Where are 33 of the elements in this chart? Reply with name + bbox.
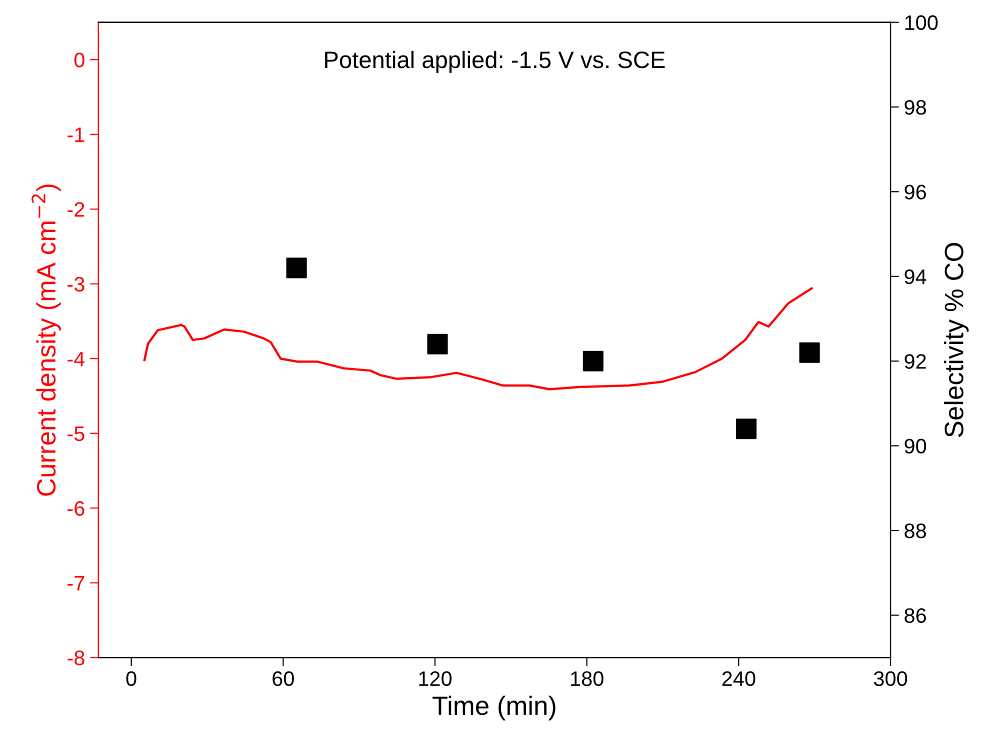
- x-tick-label: 240: [722, 671, 756, 686]
- y-axis-title: Current density (mA cm$^{−2}$): [32, 184, 61, 496]
- y-tick-label: 0: [74, 52, 84, 68]
- y2-tick-label: 90: [904, 438, 926, 454]
- y-tick-label: -7: [68, 576, 84, 590]
- annotation: Potential applied: -1.5 V vs. SCE: [325, 50, 665, 73]
- x-tick-label: 180: [571, 671, 604, 686]
- point: [286, 258, 307, 278]
- line-series: [143, 287, 813, 390]
- point: [799, 342, 820, 363]
- y-tick-label: -6: [68, 501, 84, 516]
- x-tick-label: 120: [419, 671, 452, 686]
- x-axis-title: Time (min): [432, 696, 556, 720]
- x-tick-label: 60: [272, 671, 294, 686]
- y-tick-label: -2: [68, 202, 84, 217]
- y2-tick-label: 86: [904, 608, 926, 623]
- y-tick-label: -5: [68, 426, 84, 442]
- point: [427, 334, 448, 354]
- y2-tick-label: 96: [904, 184, 926, 200]
- point: [736, 418, 757, 440]
- x-tick-label: 0: [126, 671, 136, 686]
- y2-tick-label: 98: [904, 100, 926, 115]
- y-tick-label: -1: [68, 128, 84, 142]
- y-tick-label: -3: [68, 276, 84, 292]
- point: [582, 350, 604, 372]
- x-tick-label: 300: [874, 671, 908, 686]
- y2-tick-label: 100: [905, 15, 938, 30]
- y-tick-label: -8: [68, 650, 84, 666]
- y2-tick-label: 92: [904, 354, 926, 369]
- y2-tick-label: 88: [904, 524, 926, 538]
- y2-tick-label: 94: [904, 269, 926, 284]
- y2-axis-title: Selectivity % CO: [944, 242, 969, 437]
- y-tick-label: -4: [68, 352, 85, 366]
